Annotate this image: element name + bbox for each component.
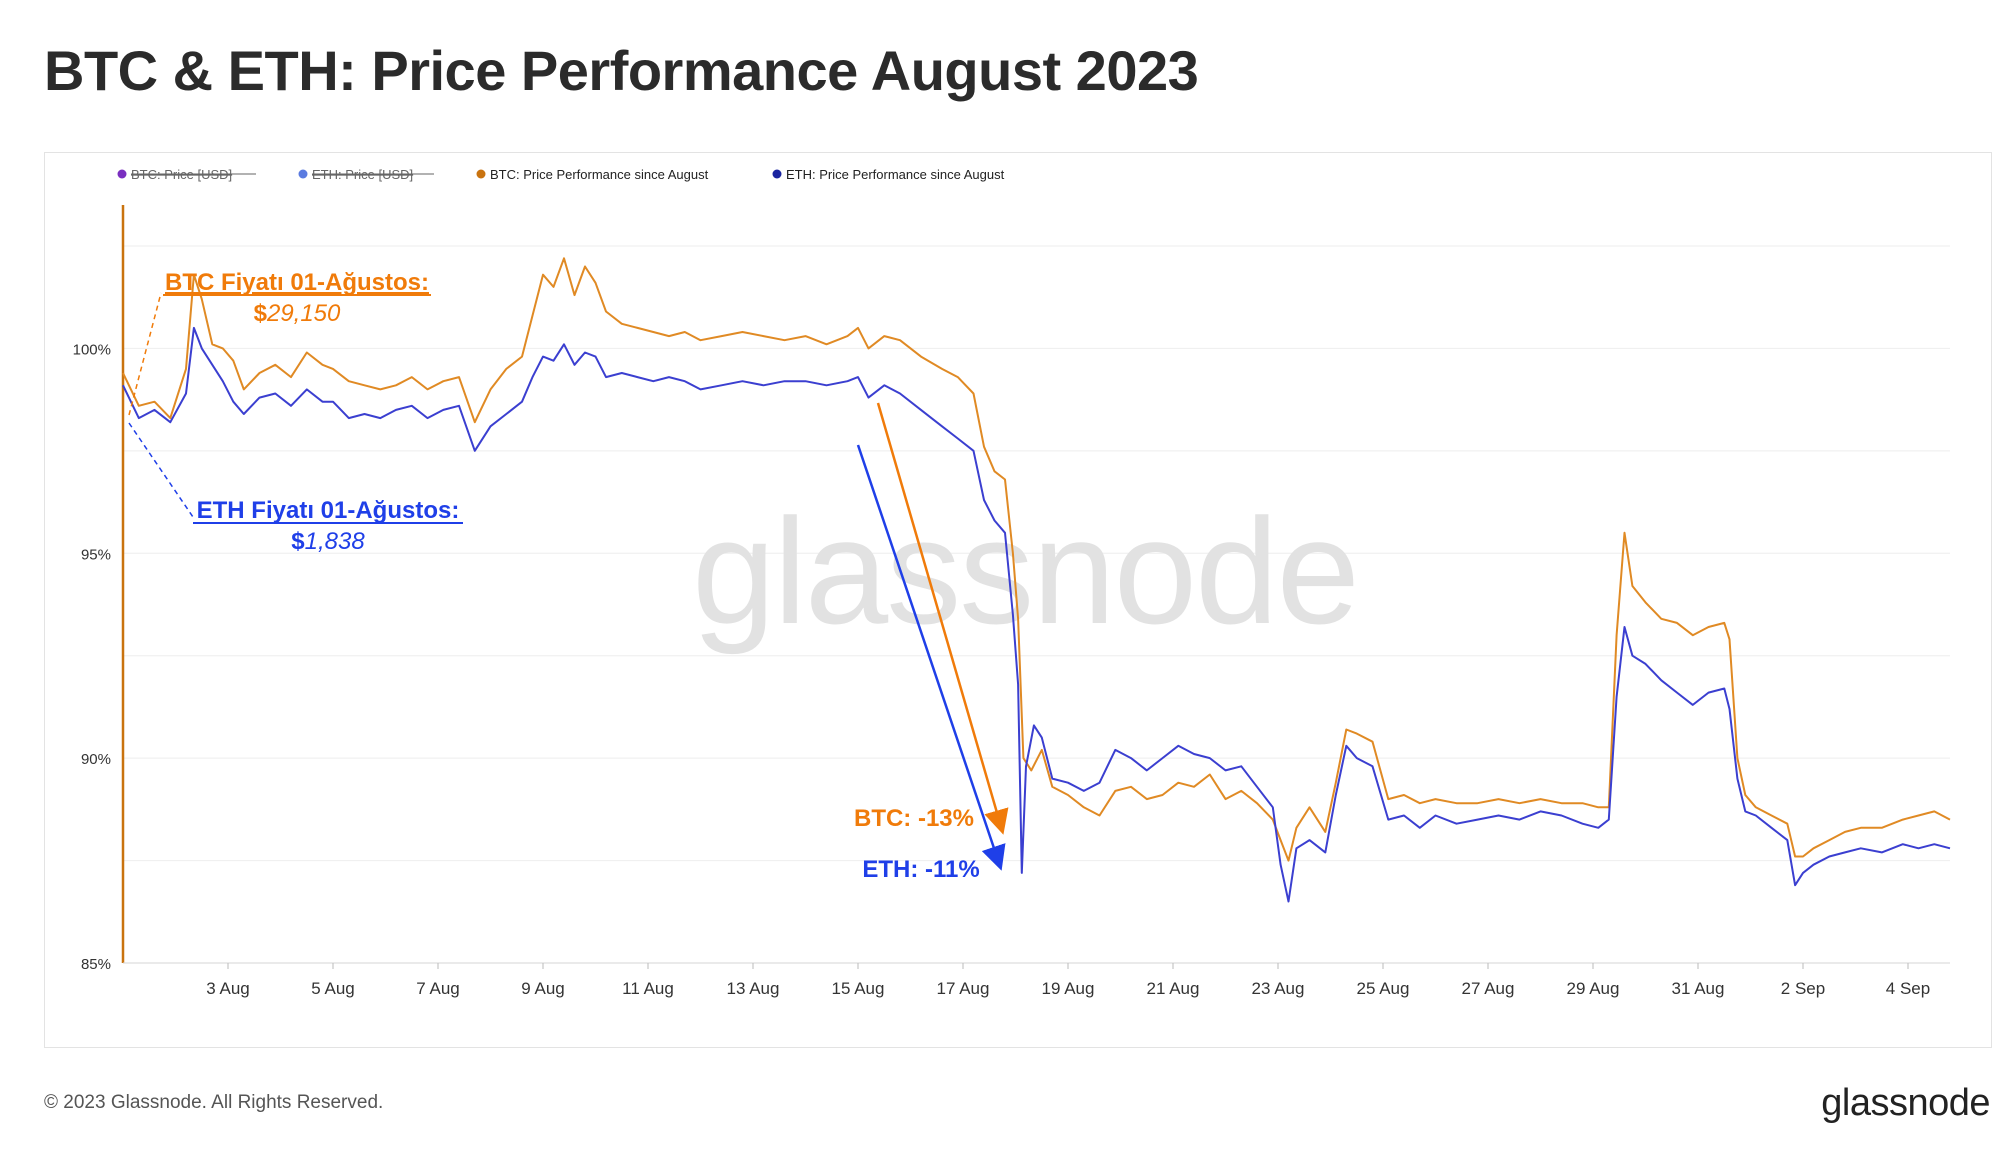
x-tick-label: 5 Aug [311, 979, 355, 998]
chart-panel: glassnode BTC: Price [USD] ETH: Price [US… [44, 152, 1992, 1048]
legend-dot [476, 169, 486, 179]
grid-lines [123, 245, 1950, 862]
x-tick-label: 21 Aug [1147, 979, 1200, 998]
page-title: BTC & ETH: Price Performance August 2023 [44, 39, 1199, 102]
x-tick-label: 3 Aug [206, 979, 250, 998]
y-axis-ticks: 85% 90% 95% 100% [73, 341, 111, 973]
btc-start-price: $29,150 [254, 300, 341, 327]
btc-drop-arrow [876, 402, 1009, 835]
legend-item[interactable]: BTC: Price [USD] [117, 167, 257, 182]
btc-start-currency: $ [254, 300, 268, 327]
glassnode-logo: glassnode [1821, 1082, 1990, 1124]
series-lines [122, 257, 1951, 903]
legend-dot [298, 169, 308, 179]
eth-leader-line [128, 422, 194, 518]
btc-start-title: BTC Fiyatı 01-Ağustos: [165, 269, 429, 296]
legend-dot [772, 169, 782, 179]
annotations: BTC Fiyatı 01-Ağustos: $29,150 ETH Fiyat… [128, 269, 1009, 883]
eth-drop-label: ETH: -11% [862, 856, 979, 883]
y-tick-label: 85% [81, 956, 111, 973]
x-axis-ticks: 3 Aug 5 Aug 7 Aug 9 Aug 11 Aug 13 Aug 15 Aug 17… [206, 963, 1930, 998]
legend-item[interactable]: BTC: Price Performance since August [476, 167, 709, 182]
x-tick-label: 2 Sep [1781, 979, 1825, 998]
x-tick-label: 7 Aug [416, 979, 460, 998]
x-tick-label: 23 Aug [1252, 979, 1305, 998]
x-tick-label: 9 Aug [521, 979, 565, 998]
eth-start-currency: $ [291, 528, 305, 555]
watermark-text: glassnode [692, 487, 1358, 655]
x-tick-label: 29 Aug [1567, 979, 1620, 998]
legend-label: BTC: Price Performance since August [490, 167, 709, 182]
legend-dot [117, 169, 127, 179]
x-tick-label: 25 Aug [1357, 979, 1410, 998]
x-tick-label: 13 Aug [727, 979, 780, 998]
copyright-text: © 2023 Glassnode. All Rights Reserved. [44, 1092, 384, 1113]
btc-drop-label: BTC: -13% [854, 805, 974, 832]
eth-start-title: ETH Fiyatı 01-Ağustos: [197, 497, 460, 524]
x-tick-label: 31 Aug [1672, 979, 1725, 998]
x-tick-label: 27 Aug [1462, 979, 1515, 998]
x-tick-label: 11 Aug [622, 979, 674, 998]
legend-item[interactable]: ETH: Price Performance since August [772, 167, 1005, 182]
x-tick-label: 15 Aug [832, 979, 885, 998]
eth-start-value: 1,838 [305, 528, 366, 555]
x-tick-label: 17 Aug [937, 979, 990, 998]
legend-label: ETH: Price Performance since August [786, 167, 1005, 182]
performance-chart: glassnode BTC: Price [USD] ETH: Price [US… [73, 167, 1951, 998]
eth-performance-line [122, 326, 1951, 903]
btc-start-value: 29,150 [266, 300, 341, 327]
eth-start-price: $1,838 [291, 528, 365, 555]
btc-performance-line [122, 257, 1951, 862]
eth-drop-arrow [856, 444, 1006, 871]
chart-legend: BTC: Price [USD] ETH: Price [USD] BTC: Pri… [117, 167, 1005, 182]
x-tick-label: 19 Aug [1042, 979, 1095, 998]
legend-item[interactable]: ETH: Price [USD] [298, 167, 435, 182]
x-tick-label: 4 Sep [1886, 979, 1930, 998]
y-tick-label: 95% [81, 546, 111, 563]
y-tick-label: 90% [81, 751, 111, 768]
btc-leader-line [128, 292, 162, 416]
y-tick-label: 100% [73, 341, 111, 358]
